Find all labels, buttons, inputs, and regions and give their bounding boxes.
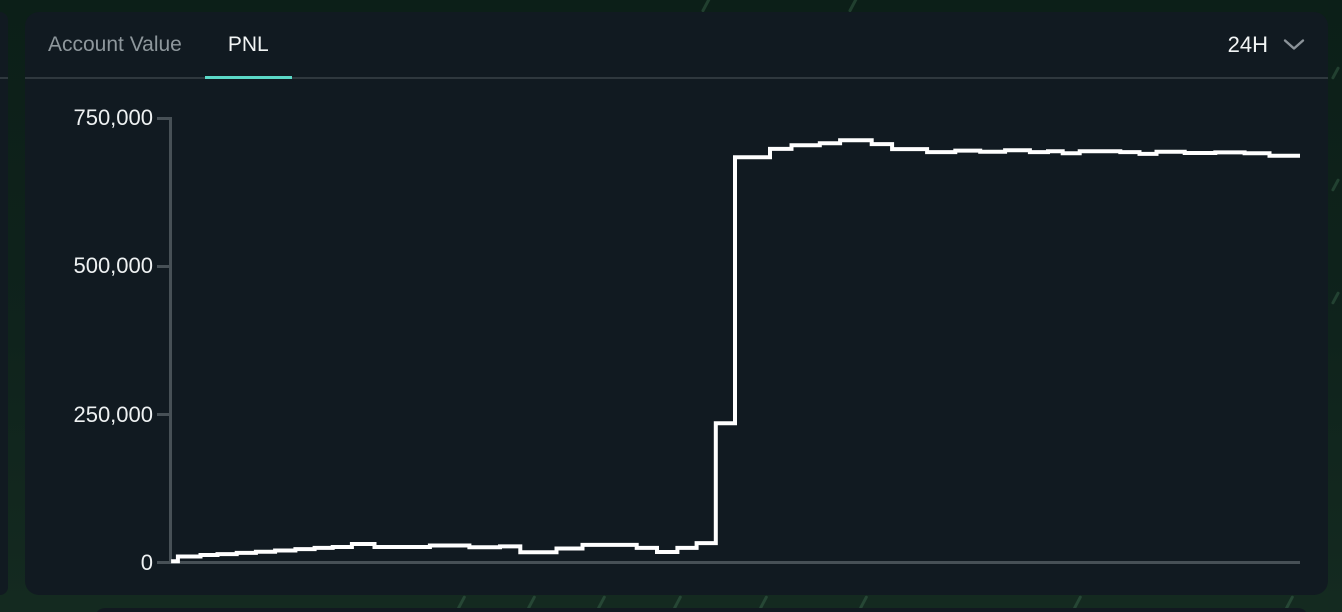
- y-axis-tick: [157, 117, 170, 120]
- y-tick-label: 250,000: [73, 402, 153, 427]
- tab-bar: Account Value PNL 24H: [25, 12, 1328, 79]
- y-axis-line: [169, 117, 172, 564]
- x-axis-line: [169, 561, 1300, 564]
- chevron-down-icon: [1283, 38, 1305, 51]
- tab-list: Account Value PNL: [25, 12, 292, 79]
- chart-card: Account Value PNL 24H 750,000 500,000 25…: [25, 12, 1328, 595]
- pnl-series-line: [171, 138, 1300, 564]
- y-axis-tick: [157, 561, 170, 564]
- time-range-value: 24H: [1227, 31, 1268, 57]
- tab-pnl-label: PNL: [227, 33, 269, 56]
- tab-account-value[interactable]: Account Value: [25, 12, 205, 79]
- y-tick-label: 750,000: [73, 105, 153, 130]
- bg-pattern-streak: [1330, 291, 1341, 305]
- tab-account-value-label: Account Value: [48, 33, 182, 56]
- y-axis-tick: [157, 265, 170, 268]
- next-card-edge: [95, 608, 1308, 612]
- bg-pattern-streak: [847, 0, 860, 13]
- pnl-step-line-chart: [171, 138, 1300, 564]
- y-tick-label: 0: [140, 550, 153, 575]
- previous-card-edge: [0, 12, 8, 595]
- bg-pattern-streak: [1330, 178, 1341, 192]
- y-axis-tick: [157, 413, 170, 416]
- y-tick-label: 500,000: [73, 253, 153, 278]
- tab-pnl[interactable]: PNL: [204, 12, 292, 79]
- bg-pattern-streak: [1330, 66, 1341, 80]
- bg-pattern-streak: [700, 0, 713, 13]
- time-range-selector[interactable]: 24H: [1228, 12, 1328, 77]
- previous-card-tabbar-edge: [0, 12, 8, 79]
